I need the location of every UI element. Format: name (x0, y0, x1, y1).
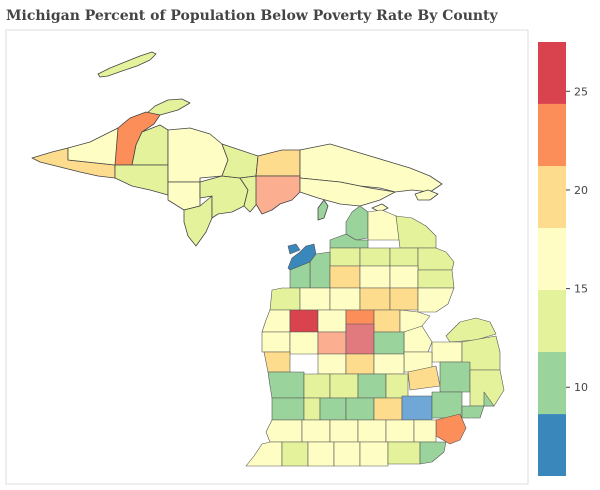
county-st-joseph[interactable] (307, 441, 335, 467)
county-barry[interactable] (303, 397, 321, 421)
county-ogemaw[interactable] (389, 287, 419, 311)
map-frame (5, 29, 529, 485)
colorbar-band (538, 103, 566, 167)
colorbar-band (538, 42, 566, 104)
upper-peninsula (31, 51, 443, 247)
county-montcalm[interactable] (317, 353, 347, 375)
county-calhoun[interactable] (329, 419, 359, 443)
county-muskegon[interactable] (263, 351, 291, 373)
map-title: Michigan Percent of Population Below Pov… (6, 8, 498, 24)
county-benzie[interactable] (289, 261, 311, 289)
county-kalkaska[interactable] (329, 265, 361, 289)
county-jackson[interactable] (357, 419, 387, 443)
county-crawford[interactable] (359, 265, 391, 289)
county-iosco[interactable] (417, 287, 455, 313)
island-north-manitou[interactable] (287, 243, 301, 255)
county-alger[interactable] (221, 143, 259, 179)
county-lake[interactable] (289, 309, 319, 333)
county-ontonagon[interactable] (67, 127, 119, 166)
county-midland[interactable] (373, 331, 405, 355)
county-alpena[interactable] (417, 247, 455, 271)
colorbar-band (538, 289, 566, 352)
county-monroe[interactable] (419, 441, 447, 465)
colorbar-tick-label: 20 (574, 184, 588, 197)
county-dickinson[interactable] (167, 181, 201, 211)
county-luce[interactable] (255, 149, 301, 177)
county-emmet[interactable] (345, 205, 369, 241)
county-kent[interactable] (303, 373, 331, 399)
colorbar-tick-label: 15 (574, 283, 588, 296)
county-gratiot[interactable] (345, 353, 375, 375)
county-marquette[interactable] (167, 127, 229, 183)
county-wexford[interactable] (299, 287, 331, 311)
county-roscommon[interactable] (359, 287, 391, 311)
county-keweenaw-isle-royale[interactable] (97, 51, 157, 78)
county-menominee[interactable] (183, 195, 213, 247)
county-washtenaw[interactable] (385, 419, 415, 443)
county-clinton[interactable] (357, 373, 387, 399)
county-cheboygan[interactable] (367, 209, 401, 241)
county-manistee[interactable] (269, 287, 301, 311)
county-iron[interactable] (114, 164, 169, 196)
county-shiawassee[interactable] (373, 353, 405, 375)
county-mackinac[interactable] (255, 175, 301, 215)
county-st-clair[interactable] (469, 369, 505, 407)
county-huron[interactable] (445, 317, 497, 343)
county-branch[interactable] (333, 441, 361, 467)
county-oakland[interactable] (401, 395, 433, 421)
colorbar-band (538, 228, 566, 290)
county-berrien[interactable] (245, 441, 283, 467)
island-beaver[interactable] (317, 199, 329, 221)
county-presque-isle[interactable] (395, 215, 437, 249)
county-macomb[interactable] (431, 391, 463, 419)
county-mecosta[interactable] (317, 331, 347, 355)
colorbar-band (538, 351, 566, 415)
county-wayne[interactable] (435, 413, 467, 445)
lower-peninsula (245, 205, 505, 467)
county-missaukee[interactable] (329, 287, 361, 311)
county-alcona[interactable] (417, 269, 455, 289)
county-livingston[interactable] (373, 397, 403, 421)
county-oceana[interactable] (261, 331, 291, 353)
county-gladwin[interactable] (373, 309, 401, 333)
colorbar-band (538, 414, 566, 476)
colorbar-band (538, 166, 566, 229)
county-mason[interactable] (261, 309, 291, 333)
colorbar: 10 15 20 25 (538, 42, 588, 476)
county-wayne-west[interactable] (413, 419, 437, 443)
county-montmorency[interactable] (389, 247, 419, 267)
county-lenawee[interactable] (387, 441, 421, 465)
county-chippewa-east[interactable] (299, 177, 396, 207)
county-otsego[interactable] (359, 247, 391, 267)
county-ottawa[interactable] (267, 371, 305, 399)
colorbar-tick-label: 25 (574, 85, 588, 98)
county-st-clair-south[interactable] (461, 405, 485, 419)
county-isabella[interactable] (345, 323, 375, 355)
county-van-buren[interactable] (265, 419, 303, 443)
colorbar-tick-label: 10 (574, 381, 588, 394)
county-oscoda[interactable] (389, 265, 419, 289)
county-lapeer[interactable] (439, 361, 471, 393)
county-livingston-north[interactable] (385, 373, 409, 399)
county-newaygo[interactable] (289, 331, 319, 355)
county-cass[interactable] (281, 441, 309, 467)
county-allegan[interactable] (271, 397, 305, 421)
county-ionia[interactable] (329, 373, 359, 399)
county-wayne-east[interactable] (483, 391, 495, 407)
county-eaton[interactable] (319, 397, 347, 421)
county-keweenaw[interactable] (145, 98, 191, 116)
county-ingham[interactable] (345, 397, 375, 421)
county-kalamazoo[interactable] (301, 419, 331, 443)
island-drummond[interactable] (414, 189, 439, 201)
county-antrim[interactable] (329, 247, 361, 267)
county-hillsdale[interactable] (359, 441, 389, 467)
county-tuscola[interactable] (431, 341, 463, 363)
county-osceola[interactable] (317, 309, 347, 333)
